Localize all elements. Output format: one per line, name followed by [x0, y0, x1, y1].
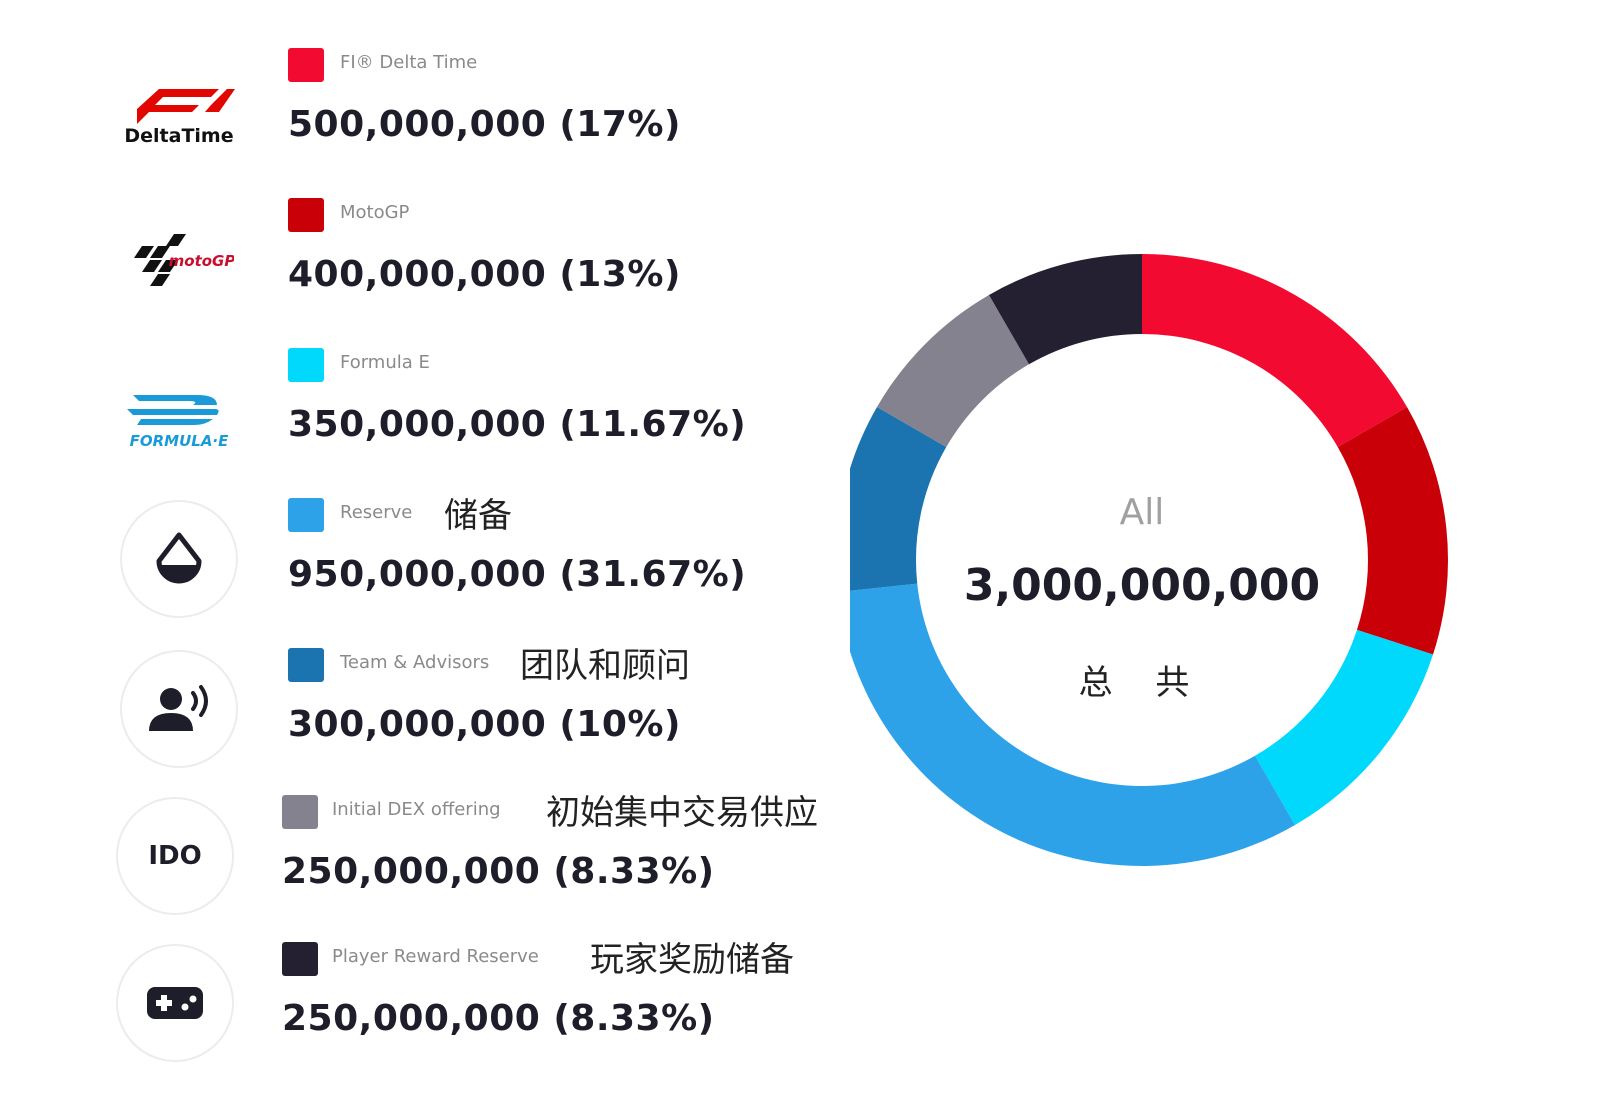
legend-row-team-advisors: Team & Advisors 团队和顾问 300,000,000 (10%) — [0, 646, 880, 788]
legend-swatch-reserve — [288, 498, 324, 532]
reserve-icon-circle — [120, 500, 238, 618]
legend-row-formula-e: FORMULA·E Formula E 350,000,000 (11.67%) — [0, 348, 880, 488]
ido-icon-circle: IDO — [116, 797, 234, 915]
legend-row-ido: IDO Initial DEX offering 初始集中交易供应 250,00… — [0, 793, 880, 935]
legend-cn-label: 玩家奖励储备 — [590, 940, 794, 980]
droplet-icon — [156, 532, 202, 584]
donut-center-cn: 总 共 — [1078, 663, 1206, 703]
legend-swatch-ido — [282, 795, 318, 829]
formula-e-logo-text: FORMULA·E — [130, 432, 230, 449]
legend-row-player-reward: Player Reward Reserve 玩家奖励储备 250,000,000… — [0, 940, 880, 1082]
donut-chart: All 3,000,000,000 总 共 — [836, 250, 1490, 890]
donut-slice-3 — [837, 583, 1295, 867]
donut-slice-5 — [876, 294, 1029, 447]
legend-row-f1-delta-time: DeltaTime FI® Delta Time 500,000,000 (17… — [0, 48, 880, 188]
legend-row-reserve: Reserve 储备 950,000,000 (31.67%) — [0, 496, 880, 638]
donut-slice-2 — [1255, 629, 1434, 826]
legend-value: 350,000,000 (11.67%) — [288, 404, 747, 445]
donut-center-total: 3,000,000,000 — [963, 560, 1321, 611]
legend-cn-label: 储备 — [444, 496, 512, 536]
formula-e-logo: FORMULA·E — [118, 348, 240, 470]
f1-delta-time-logo: DeltaTime — [118, 48, 240, 170]
motogp-logo-text: motoGP — [169, 252, 234, 270]
donut-slice-1 — [1337, 407, 1448, 655]
speaking-person-icon — [149, 685, 208, 731]
legend-cn-label: 团队和顾问 — [520, 646, 690, 686]
motogp-logo: motoGP — [118, 198, 240, 320]
legend-row-motogp: motoGP MotoGP 400,000,000 (13%) — [0, 198, 880, 338]
donut-svg — [836, 254, 1448, 867]
legend-label: FI® Delta Time — [340, 52, 478, 73]
ido-text-icon: IDO — [148, 841, 202, 871]
team-icon-circle — [120, 650, 238, 768]
gamepad-icon — [147, 987, 203, 1019]
donut-slice-6 — [989, 254, 1142, 365]
donut-center-label: All — [1119, 492, 1165, 533]
legend-label: Player Reward Reserve — [332, 946, 539, 967]
player-reward-icon-circle — [116, 944, 234, 1062]
donut-slice-0 — [1142, 254, 1408, 447]
legend-value: 250,000,000 (8.33%) — [282, 998, 715, 1039]
legend-value: 950,000,000 (31.67%) — [288, 554, 747, 595]
legend-value: 300,000,000 (10%) — [288, 704, 681, 745]
legend-label: Reserve — [340, 502, 413, 523]
legend-swatch-team — [288, 648, 324, 682]
legend-label: MotoGP — [340, 202, 410, 223]
legend-value: 500,000,000 (17%) — [288, 104, 681, 145]
legend-swatch-player-reward — [282, 942, 318, 976]
legend-value: 250,000,000 (8.33%) — [282, 851, 715, 892]
donut-slice-4 — [836, 407, 947, 592]
f1-logo-text: DeltaTime — [124, 125, 233, 147]
legend-swatch-formula-e — [288, 348, 324, 382]
legend-cn-label: 初始集中交易供应 — [546, 793, 818, 833]
legend-value: 400,000,000 (13%) — [288, 254, 681, 295]
legend-label: Initial DEX offering — [332, 799, 501, 820]
legend-label: Team & Advisors — [340, 652, 490, 673]
legend-label: Formula E — [340, 352, 430, 373]
legend-swatch-f1 — [288, 48, 324, 82]
legend-swatch-motogp — [288, 198, 324, 232]
